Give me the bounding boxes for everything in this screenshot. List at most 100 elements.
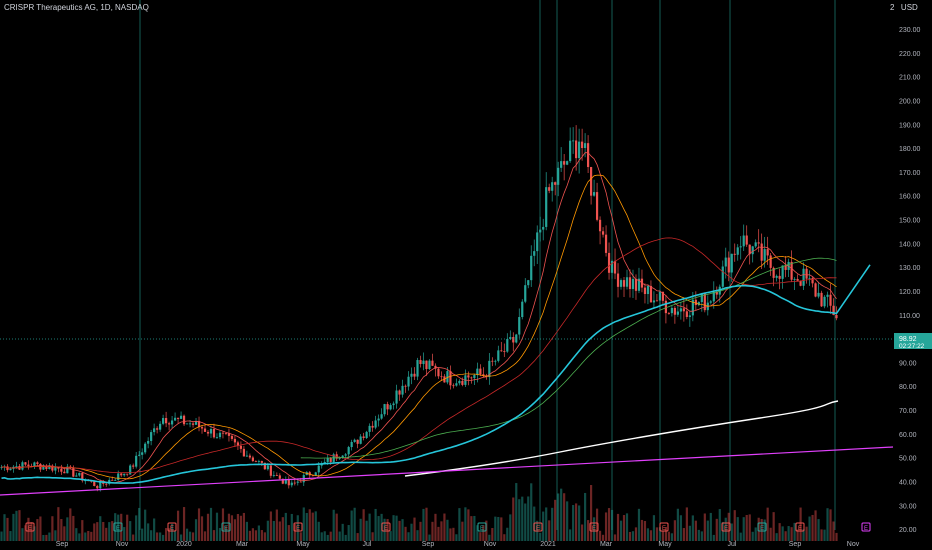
candle-body [260,461,263,463]
candle-body [353,439,356,442]
event-marker[interactable]: E [861,522,871,532]
candle-body [545,187,548,227]
candle-body [503,351,506,352]
volume-bar [84,532,87,541]
candle-body [703,293,706,311]
candle-body [652,300,656,303]
candle-body [655,300,659,302]
price-axis[interactable]: 230.00 220.00 210.00 200.00 190.00 180.00 170.… [899,27,921,534]
candle-body [156,428,159,430]
volume-bar [709,512,712,541]
volume-bar [78,533,81,541]
candle-body [613,260,617,274]
earnings-marker[interactable]: E [721,522,731,532]
volume-bar [362,509,365,541]
candle-body [784,265,787,270]
event-marker[interactable]: E [113,522,123,532]
earnings-marker[interactable]: E [589,522,599,532]
volume-bar [353,507,356,541]
volume-bar [305,512,308,541]
candle-body [162,418,165,424]
earnings-marker[interactable]: E [381,522,391,532]
volume-bar [410,523,413,541]
symbol-title[interactable]: CRISPR Therapeutics AG, 1D, NASDAQ [4,3,149,12]
candle-body [449,371,452,386]
candle-body [670,307,673,314]
volume-bar [545,507,548,541]
volume-bar [242,512,246,541]
candle-body [610,260,614,273]
volume-bar [165,528,168,541]
volume-bar [260,530,263,541]
event-marker[interactable]: E [221,522,231,532]
candle-body [407,376,410,387]
candle-body [419,360,422,365]
volume-bar [311,512,314,541]
earnings-marker[interactable]: E [25,522,35,532]
candle-body [362,436,365,439]
candle-body [497,350,500,361]
marker-frame [221,522,231,532]
countdown-value: 02:27:22 [899,343,925,350]
candle-body [197,421,201,428]
volume-bar [162,534,165,541]
candle-body [123,473,126,476]
volume-bar [724,517,727,541]
earnings-marker[interactable]: E [293,522,303,532]
candle-body [607,252,611,273]
time-tick-label: May [296,541,310,548]
volume-bar [33,526,36,541]
event-marker[interactable]: E [757,522,767,532]
earnings-marker[interactable]: E [167,522,177,532]
candle-body [539,229,542,233]
candle-body [473,374,476,379]
candle-body [54,467,57,471]
volume-bar [320,532,323,541]
candle-body [153,428,156,433]
volume-bar [796,529,799,541]
volume-bar [572,505,575,541]
volume-bar [694,520,697,541]
time-tick-label: Jul [728,541,737,548]
candle-body [221,432,225,434]
time-tick-label: Mar [236,541,249,548]
marker-label: E [480,526,484,532]
volume-bar [760,518,763,541]
candle-body [598,219,602,232]
earnings-marker[interactable]: E [659,522,669,532]
candle-body [284,479,287,484]
earnings-marker[interactable]: E [795,522,805,532]
volume-bar [60,519,63,541]
earnings-marker[interactable]: E [533,522,543,532]
volume-bar [170,523,174,541]
volume-bar [506,527,509,541]
volume-bar [778,523,781,541]
volume-bar [631,531,635,541]
candle-body [245,455,249,457]
volume-bar [640,519,644,541]
time-tick-label: Nov [484,541,497,548]
candle-body [823,296,826,307]
volume-bar [733,510,736,541]
candle-body [212,428,216,438]
volume-bar [338,531,341,541]
volume-bar [383,518,386,541]
currency-label[interactable]: 2 USD [890,3,918,12]
volume-bar [21,528,24,541]
volume-bar [497,516,500,541]
candle-body [581,141,584,149]
volume-bar [826,508,829,541]
time-axis[interactable]: Sep Nov 2020 Mar May Jul Sep Nov 2021 Mar May Jul Se… [56,541,860,548]
candle-body [566,161,569,165]
event-marker[interactable]: E [477,522,487,532]
candle-body [63,471,66,474]
candle-body [637,278,641,291]
volume-bar [452,527,455,541]
time-tick-label: May [658,541,672,548]
candle-body [482,374,485,376]
candle-body [117,473,120,480]
volume-bar [697,529,700,541]
volume-bar [176,510,180,541]
